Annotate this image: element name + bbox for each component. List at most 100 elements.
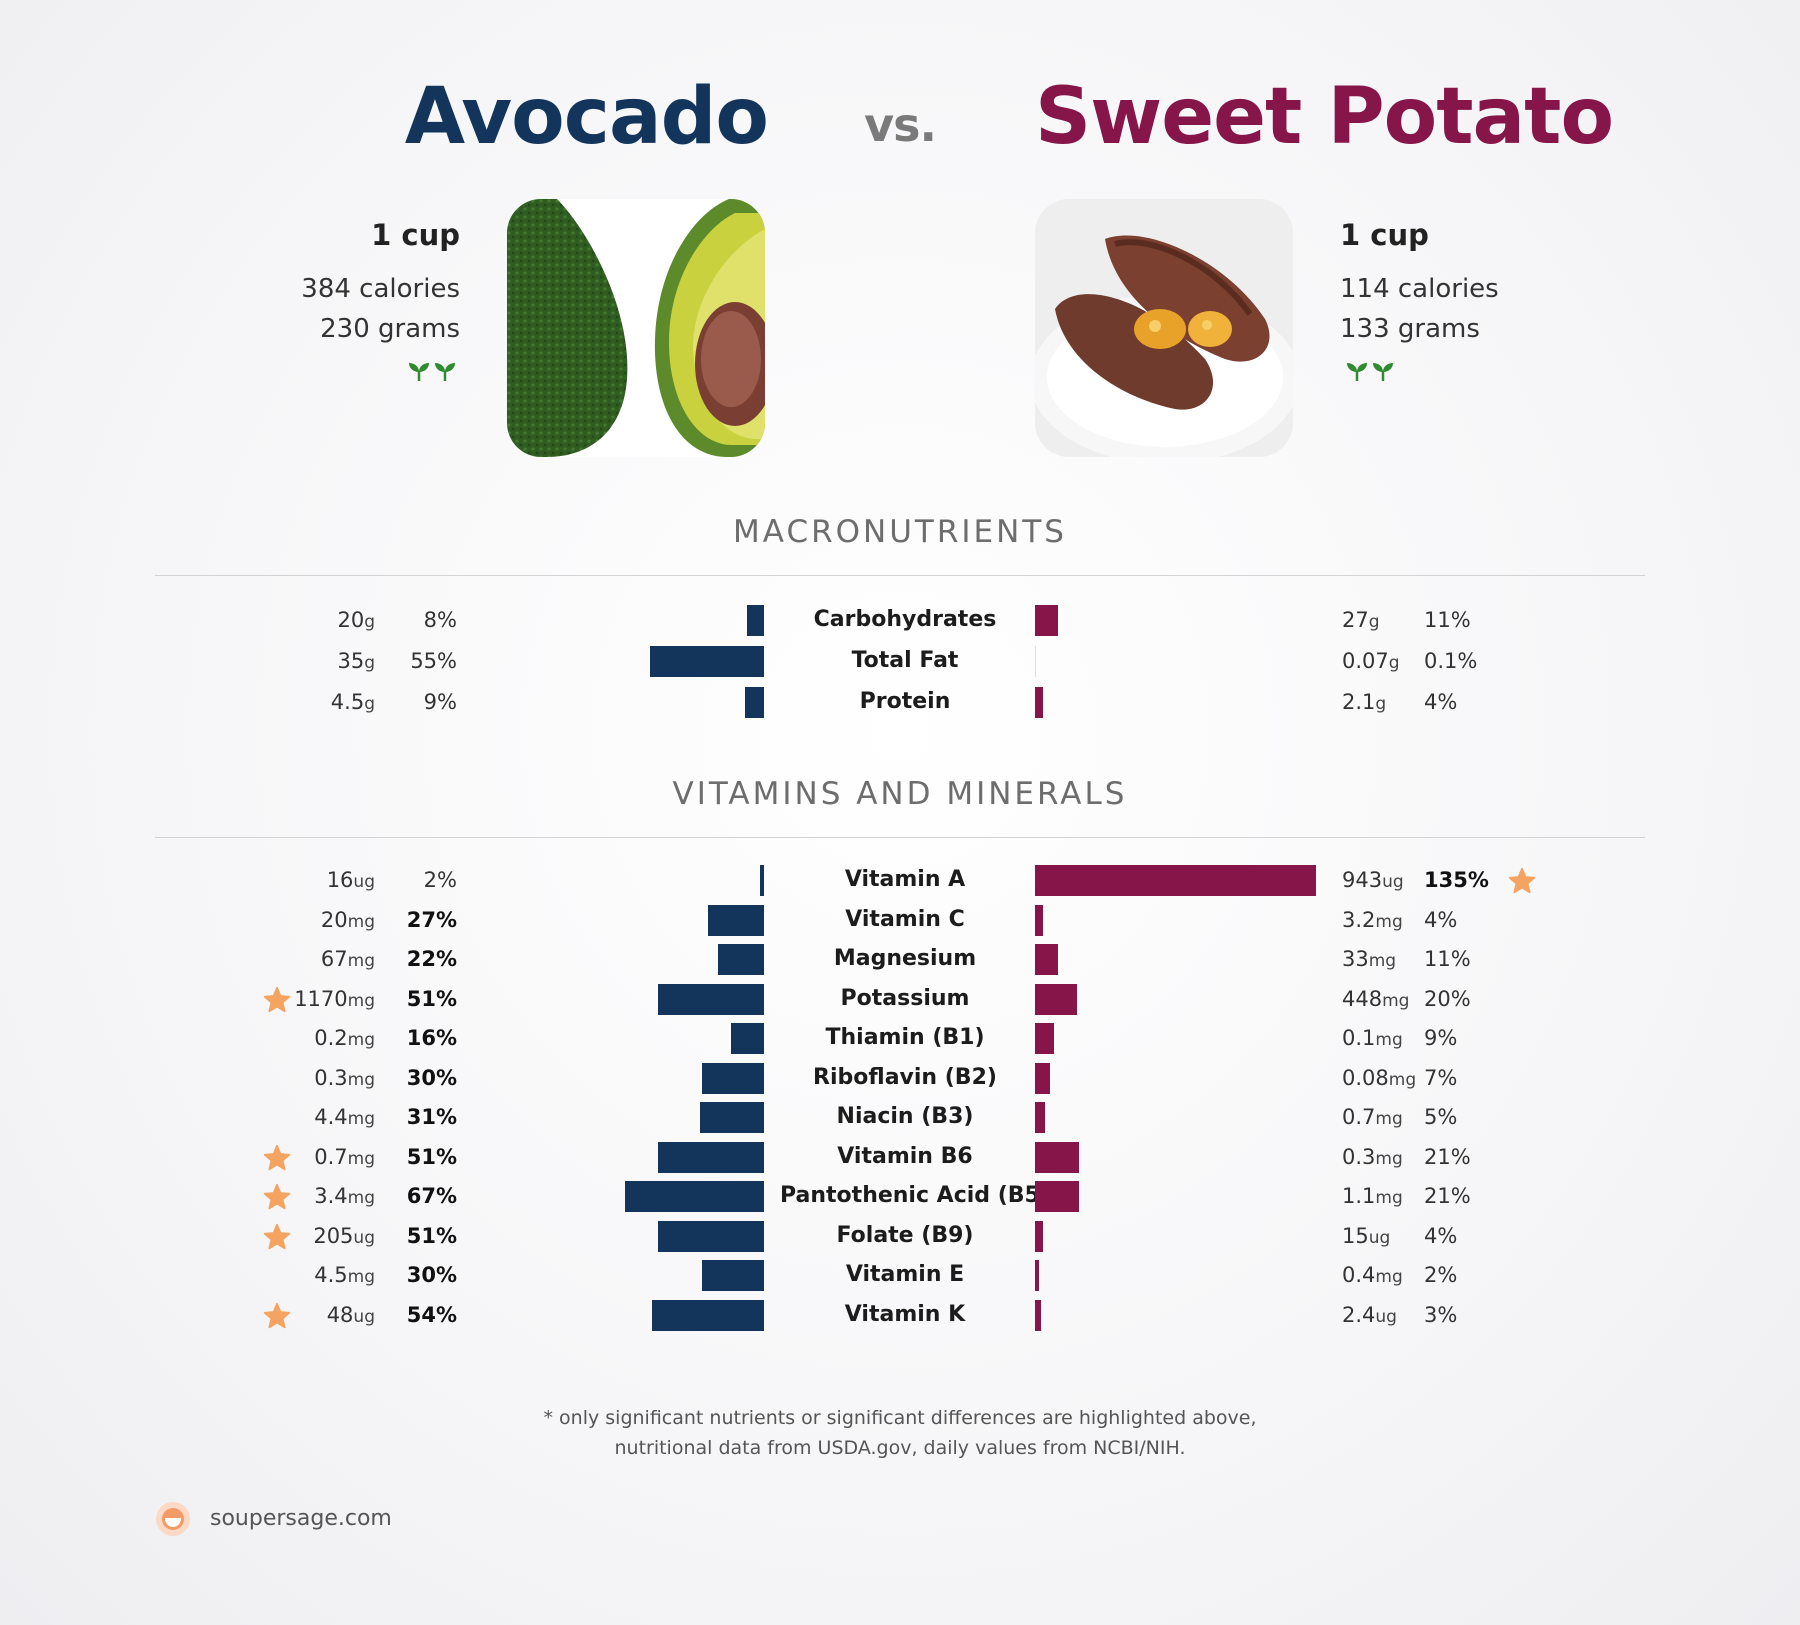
food-b-percent: 135% bbox=[1424, 868, 1489, 892]
chart-row: 1170mg 51% Potassium 448mg 20% bbox=[0, 981, 1800, 1017]
unit-label: mg bbox=[347, 1030, 375, 1050]
food-b-amount: 27g bbox=[1342, 608, 1380, 632]
unit-label: mg bbox=[1382, 990, 1410, 1011]
food-b-calories: 114 calories bbox=[1340, 274, 1499, 304]
food-a-bar bbox=[699, 1102, 764, 1133]
chart-row: 4.5mg 30% Vitamin E 0.4mg 2% bbox=[0, 1257, 1800, 1293]
food-b-bar bbox=[1035, 1220, 1044, 1252]
nutrient-label: Vitamin A bbox=[844, 867, 966, 892]
food-a-percent: 51% bbox=[406, 986, 457, 1011]
unit-label: mg bbox=[1375, 1109, 1403, 1129]
unit-label: mg bbox=[1375, 911, 1403, 932]
food-b-amount: 943ug bbox=[1342, 868, 1404, 892]
food-a-bar bbox=[718, 944, 764, 975]
chart-row: 0.7mg 51% Vitamin B6 0.3mg 21% bbox=[0, 1139, 1800, 1175]
avocado-photo bbox=[507, 199, 765, 457]
food-b-percent: 9% bbox=[1424, 1026, 1458, 1050]
nutrient-label: Riboflavin (B2) bbox=[813, 1064, 997, 1090]
unit-label: g bbox=[364, 653, 375, 673]
unit-label: mg bbox=[1388, 1069, 1417, 1090]
divider bbox=[155, 837, 1645, 838]
nutrient-label: Potassium bbox=[840, 985, 970, 1011]
food-a-amount: 20mg bbox=[320, 907, 375, 932]
food-b-percent: 3% bbox=[1424, 1302, 1458, 1327]
star-icon bbox=[263, 1302, 291, 1328]
unit-label: g bbox=[1388, 653, 1400, 673]
divider bbox=[155, 575, 1645, 576]
food-a-amount: 48ug bbox=[326, 1302, 375, 1327]
unit-label: ug bbox=[1382, 872, 1404, 892]
food-b-bar bbox=[1035, 1023, 1054, 1054]
nutrient-label: Total Fat bbox=[851, 648, 959, 673]
unit-label: g bbox=[1368, 612, 1380, 632]
food-a-calories: 384 calories bbox=[301, 274, 460, 304]
sweet-potato-photo bbox=[1035, 199, 1293, 457]
star-icon bbox=[263, 1144, 291, 1170]
star-icon bbox=[1508, 867, 1536, 894]
unit-label: ug bbox=[353, 1306, 375, 1327]
food-a-amount: 3.4mg bbox=[314, 1184, 375, 1208]
food-a-amount: 35g bbox=[337, 649, 375, 673]
food-b-serving: 1 cup bbox=[1340, 218, 1429, 252]
food-a-amount: 67mg bbox=[320, 947, 375, 971]
food-a-amount: 4.5mg bbox=[314, 1263, 375, 1287]
food-a-amount: 0.2mg bbox=[314, 1026, 375, 1050]
food-b-amount: 0.1mg bbox=[1342, 1026, 1403, 1050]
food-b-bar bbox=[1035, 865, 1316, 896]
chart-row: 0.2mg 16% Thiamin (B1) 0.1mg 9% bbox=[0, 1020, 1800, 1056]
sprout-icon bbox=[409, 363, 455, 381]
chart-row: 4.4mg 31% Niacin (B3) 0.7mg 5% bbox=[0, 1099, 1800, 1135]
food-b-percent: 5% bbox=[1424, 1105, 1458, 1129]
unit-label: mg bbox=[347, 1148, 375, 1169]
versus-label: vs. bbox=[864, 98, 937, 152]
food-b-bar bbox=[1035, 605, 1058, 636]
nutrient-label: Magnesium bbox=[833, 946, 977, 971]
vitamins-heading: VITAMINS AND MINERALS bbox=[672, 776, 1128, 812]
food-b-amount: 1.1mg bbox=[1342, 1184, 1403, 1208]
food-b-amount: 33mg bbox=[1342, 947, 1397, 971]
food-b-amount: 0.3mg bbox=[1342, 1144, 1403, 1169]
nutrient-label: Vitamin B6 bbox=[837, 1143, 973, 1169]
nutrient-label: Vitamin C bbox=[845, 906, 965, 932]
food-b-percent: 20% bbox=[1424, 986, 1471, 1011]
food-a-amount: 4.5g bbox=[330, 690, 375, 714]
food-b-bar bbox=[1035, 944, 1058, 975]
unit-label: ug bbox=[353, 872, 375, 892]
chart-row: 48ug 54% Vitamin K 2.4ug 3% bbox=[0, 1297, 1800, 1333]
food-a-percent: 51% bbox=[406, 1223, 457, 1248]
food-a-percent: 55% bbox=[410, 649, 457, 673]
unit-label: ug bbox=[353, 1227, 375, 1248]
unit-label: mg bbox=[1375, 1030, 1403, 1050]
food-b-amount: 0.07g bbox=[1342, 649, 1400, 673]
star-icon bbox=[263, 1183, 291, 1210]
chart-row: 67mg 22% Magnesium 33mg 11% bbox=[0, 941, 1800, 977]
chart-row: 16ug 2% Vitamin A 943ug 135% bbox=[0, 862, 1800, 898]
food-a-amount: 1170mg bbox=[294, 986, 375, 1011]
nutrient-label: Carbohydrates bbox=[813, 607, 997, 632]
food-b-bar bbox=[1035, 1181, 1079, 1212]
food-b-bar bbox=[1035, 1062, 1050, 1094]
unit-label: mg bbox=[347, 951, 375, 971]
footnote-line-1: * only significant nutrients or signific… bbox=[543, 1407, 1257, 1429]
chart-row: 20g 8% Carbohydrates 27g 11% bbox=[0, 602, 1800, 638]
unit-label: mg bbox=[347, 1109, 375, 1129]
unit-label: mg bbox=[347, 1069, 375, 1090]
food-b-amount: 15ug bbox=[1342, 1223, 1391, 1248]
food-a-serving: 1 cup bbox=[371, 218, 460, 252]
food-a-grams: 230 grams bbox=[320, 314, 460, 344]
food-a-bar bbox=[707, 904, 764, 936]
food-a-amount: 205ug bbox=[313, 1223, 375, 1248]
food-a-bar bbox=[651, 1299, 764, 1331]
food-a-percent: 31% bbox=[406, 1105, 457, 1129]
food-a-amount: 16ug bbox=[326, 868, 375, 892]
food-b-percent: 21% bbox=[1424, 1184, 1471, 1208]
food-a-percent: 30% bbox=[406, 1065, 457, 1090]
site-link[interactable]: soupersage.com bbox=[210, 1506, 392, 1531]
nutrient-label: Folate (B9) bbox=[836, 1222, 974, 1248]
nutrient-label: Vitamin K bbox=[844, 1301, 966, 1327]
food-b-bar bbox=[1035, 1260, 1040, 1291]
chart-row: 3.4mg 67% Pantothenic Acid (B5) 1.1mg 21% bbox=[0, 1178, 1800, 1214]
food-b-grams: 133 grams bbox=[1340, 314, 1480, 344]
food-b-bar bbox=[1035, 1102, 1046, 1133]
food-a-title: Avocado bbox=[404, 72, 769, 162]
